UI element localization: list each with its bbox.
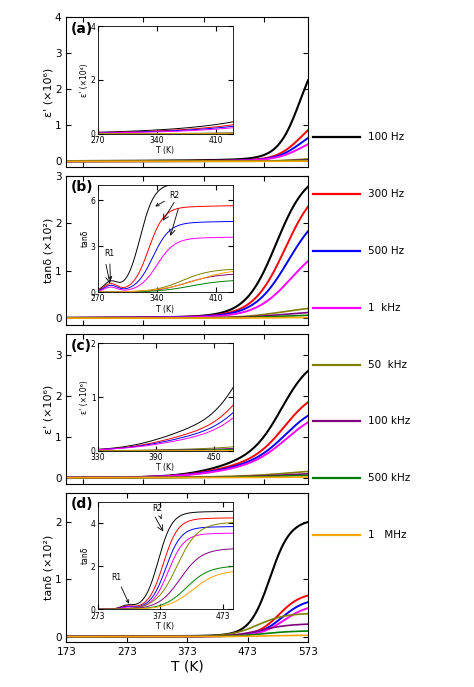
Y-axis label: ε' (×10⁶): ε' (×10⁶) <box>44 385 54 433</box>
Text: (c): (c) <box>71 339 92 352</box>
Text: (b): (b) <box>71 180 94 194</box>
X-axis label: T (K): T (K) <box>171 660 204 674</box>
Text: (d): (d) <box>71 497 94 511</box>
Text: 500 Hz: 500 Hz <box>368 246 404 256</box>
Y-axis label: tanδ (×10²): tanδ (×10²) <box>44 535 54 600</box>
Y-axis label: ε' (×10⁶): ε' (×10⁶) <box>44 67 54 117</box>
Text: 500 kHz: 500 kHz <box>368 473 410 483</box>
Text: 1  kHz: 1 kHz <box>368 303 400 313</box>
Text: 1   MHz: 1 MHz <box>368 530 406 540</box>
Text: (a): (a) <box>71 22 93 36</box>
Text: 100 kHz: 100 kHz <box>368 416 410 427</box>
Y-axis label: tanδ (×10²): tanδ (×10²) <box>44 218 54 283</box>
Text: 100 Hz: 100 Hz <box>368 133 404 142</box>
Text: 50  kHz: 50 kHz <box>368 359 407 370</box>
Text: 300 Hz: 300 Hz <box>368 189 404 199</box>
